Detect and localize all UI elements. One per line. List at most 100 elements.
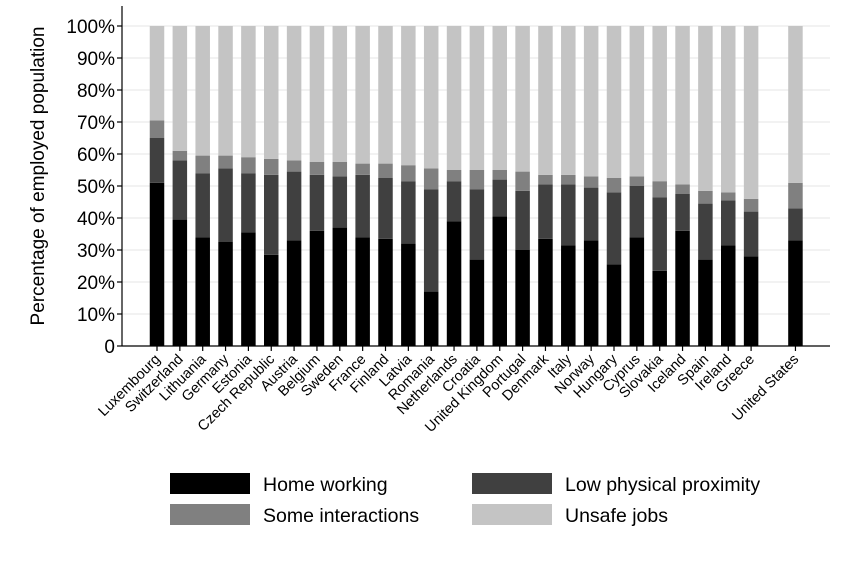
bar-segment [675, 230, 690, 346]
bar-segment [652, 197, 667, 271]
bar-segment [469, 26, 485, 170]
bar-segment [788, 240, 803, 346]
bar-segment [698, 190, 713, 204]
bar-segment [583, 26, 599, 177]
bar-segment [538, 238, 553, 346]
bar-segment [401, 181, 416, 244]
bar-segment [264, 158, 279, 175]
bar-segment [241, 173, 256, 233]
bar-segment [446, 181, 462, 222]
bar-segment [218, 242, 233, 346]
bar-segment [721, 192, 736, 201]
bar-segment [401, 165, 416, 182]
bar-segment [515, 190, 530, 250]
bar-segment [149, 138, 165, 183]
bar-segment [172, 160, 188, 220]
bar-segment [721, 245, 736, 346]
bar-segment [743, 211, 759, 257]
legend-swatch [472, 504, 552, 525]
bar-segment [309, 162, 325, 175]
bar-segment [309, 230, 325, 346]
bar-segment [286, 26, 302, 161]
bar-segment [629, 176, 645, 186]
legend-label: Unsafe jobs [565, 505, 668, 527]
bar-segment [195, 173, 210, 238]
y-tick-label: 20% [77, 273, 115, 294]
y-tick-label: 100% [66, 17, 115, 38]
bar-segment [788, 208, 803, 241]
y-tick-label: 90% [77, 49, 115, 70]
bar-segment [446, 26, 462, 170]
bar-segment [218, 168, 233, 242]
bar-segment [218, 26, 233, 156]
bar-segment [241, 157, 256, 174]
y-tick-label: 0 [104, 337, 115, 358]
bar-segment [378, 163, 393, 178]
bar-segment [561, 174, 576, 185]
bar-segment [675, 184, 690, 194]
bar-segment [721, 200, 736, 246]
bar-segment [332, 227, 348, 346]
bar-segment [606, 264, 622, 346]
bar-segment [583, 187, 599, 241]
bar-segment [561, 184, 576, 246]
bar-segment [538, 184, 553, 239]
bar-segment [195, 26, 210, 156]
bar-segment [788, 26, 803, 183]
bar-segment [698, 26, 713, 191]
bar-segment [286, 171, 302, 241]
bar-segment [195, 155, 210, 174]
axes [117, 6, 830, 351]
bar-segment [538, 174, 553, 185]
bar-segment [721, 26, 736, 193]
y-tick-label: 40% [77, 209, 115, 230]
legend-swatch [170, 504, 250, 525]
bar-segment [149, 26, 165, 121]
legend-label: Some interactions [263, 505, 419, 527]
bar-segment [355, 26, 370, 164]
bar-segment [241, 26, 256, 158]
bar-segment [423, 26, 439, 169]
bar-segment [583, 176, 599, 188]
bar-segment [309, 174, 325, 231]
bar-segment [378, 26, 393, 164]
bar-segment [218, 155, 233, 169]
bar-segment [401, 26, 416, 166]
bar-segment [698, 203, 713, 260]
bar-segment [469, 259, 485, 346]
bar-segment [332, 162, 348, 177]
y-axis-title: Percentage of employed population [28, 27, 49, 326]
legend-item: Low physical proximity [472, 473, 760, 496]
y-tick-labels: 0 10% 20% 30% 40% 50% 60% 70% 80% 90% 100% [66, 17, 115, 358]
bar-segment [286, 160, 302, 172]
bar-segment [652, 181, 667, 198]
x-category-labels: LuxembourgSwitzerlandLithuaniaGermanyEst… [96, 351, 803, 436]
bar-segment [492, 26, 507, 170]
y-tick-label: 50% [77, 177, 115, 198]
bar-segment [515, 250, 530, 346]
bar-segment [378, 178, 393, 239]
bar-segment [515, 26, 530, 172]
bar-segment [446, 170, 462, 182]
bar-segment [264, 174, 279, 255]
bar-segment [241, 232, 256, 346]
y-tick-label: 10% [77, 305, 115, 326]
bar-segment [401, 243, 416, 346]
legend-item: Some interactions [170, 504, 419, 527]
bar-segment [423, 291, 439, 346]
bar-segment [264, 26, 279, 159]
bar-segment [172, 150, 188, 161]
bar-segment [629, 237, 645, 346]
bar-segment [172, 26, 188, 151]
bar-segment [606, 26, 622, 178]
bar-segment [378, 238, 393, 346]
bar-segment [469, 189, 485, 260]
bar-segment [561, 26, 576, 175]
bar-segment [492, 170, 507, 180]
bar-segment [423, 189, 439, 292]
y-tick-label: 70% [77, 113, 115, 134]
bar-segment [492, 179, 507, 217]
bar-segment [332, 26, 348, 162]
legend-swatch [472, 473, 552, 494]
